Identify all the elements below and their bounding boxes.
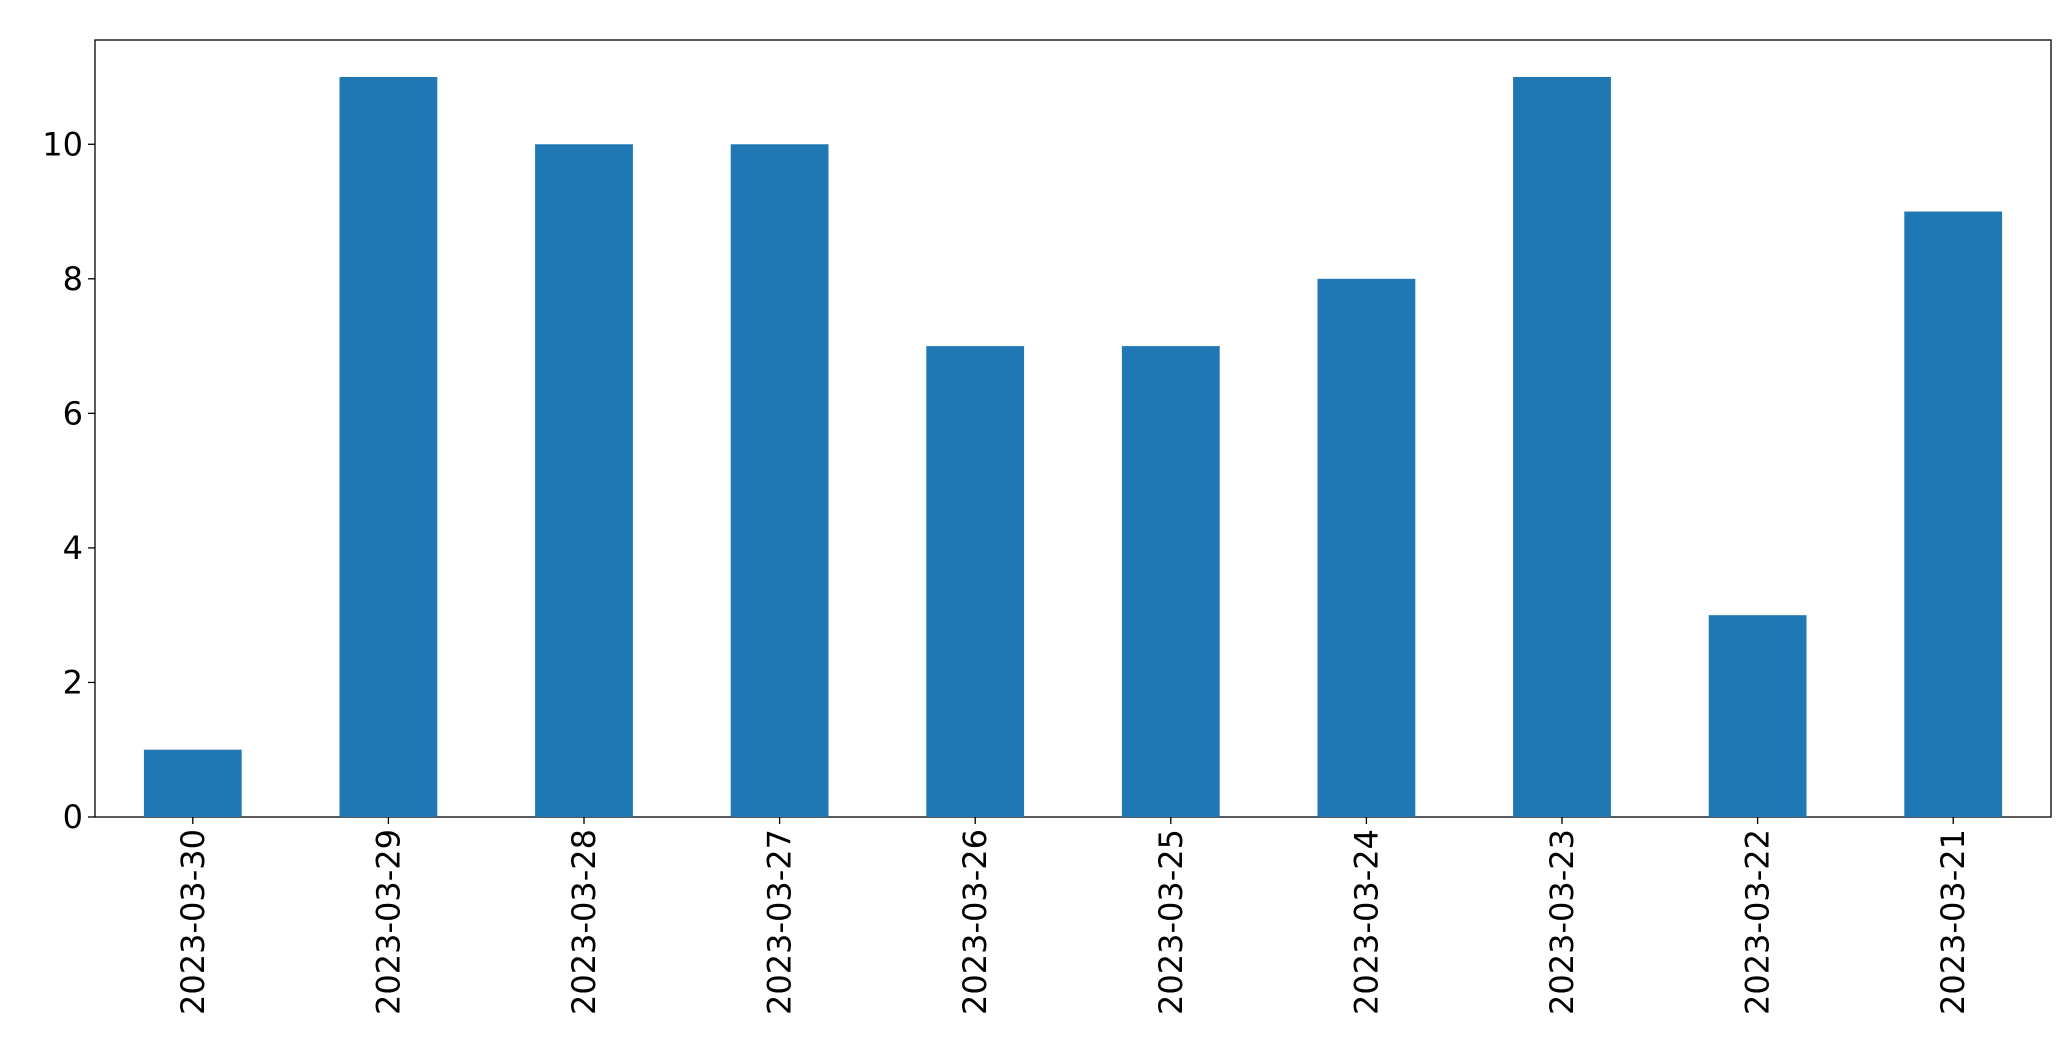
bar xyxy=(1121,346,1220,817)
bar xyxy=(339,77,438,817)
y-tick-label: 4 xyxy=(63,529,83,567)
y-tick-label: 0 xyxy=(63,798,83,836)
bar xyxy=(730,144,829,818)
x-tick-label: 2023-03-25 xyxy=(1152,829,1190,1015)
x-tick-label: 2023-03-30 xyxy=(174,829,212,1015)
bar xyxy=(1708,615,1807,817)
bar xyxy=(143,749,242,817)
bar xyxy=(926,346,1025,817)
x-tick-label: 2023-03-23 xyxy=(1543,829,1581,1015)
x-tick-label: 2023-03-22 xyxy=(1739,829,1777,1015)
bar xyxy=(535,144,633,818)
y-tick-label: 2 xyxy=(63,663,83,701)
x-tick-label: 2023-03-21 xyxy=(1934,829,1972,1015)
plot-frame xyxy=(94,39,2052,818)
x-tick-label: 2023-03-26 xyxy=(956,829,994,1015)
bar xyxy=(1513,77,1611,817)
x-tick-label: 2023-03-29 xyxy=(369,829,407,1015)
x-tick-label: 2023-03-24 xyxy=(1347,829,1385,1015)
x-tick-label: 2023-03-28 xyxy=(565,829,603,1015)
y-tick-label: 8 xyxy=(63,260,83,298)
y-tick-label: 10 xyxy=(42,125,83,163)
x-tick-label: 2023-03-27 xyxy=(761,829,799,1015)
bar xyxy=(1904,211,2003,817)
bar xyxy=(1317,278,1416,817)
y-tick-label: 6 xyxy=(63,394,83,432)
